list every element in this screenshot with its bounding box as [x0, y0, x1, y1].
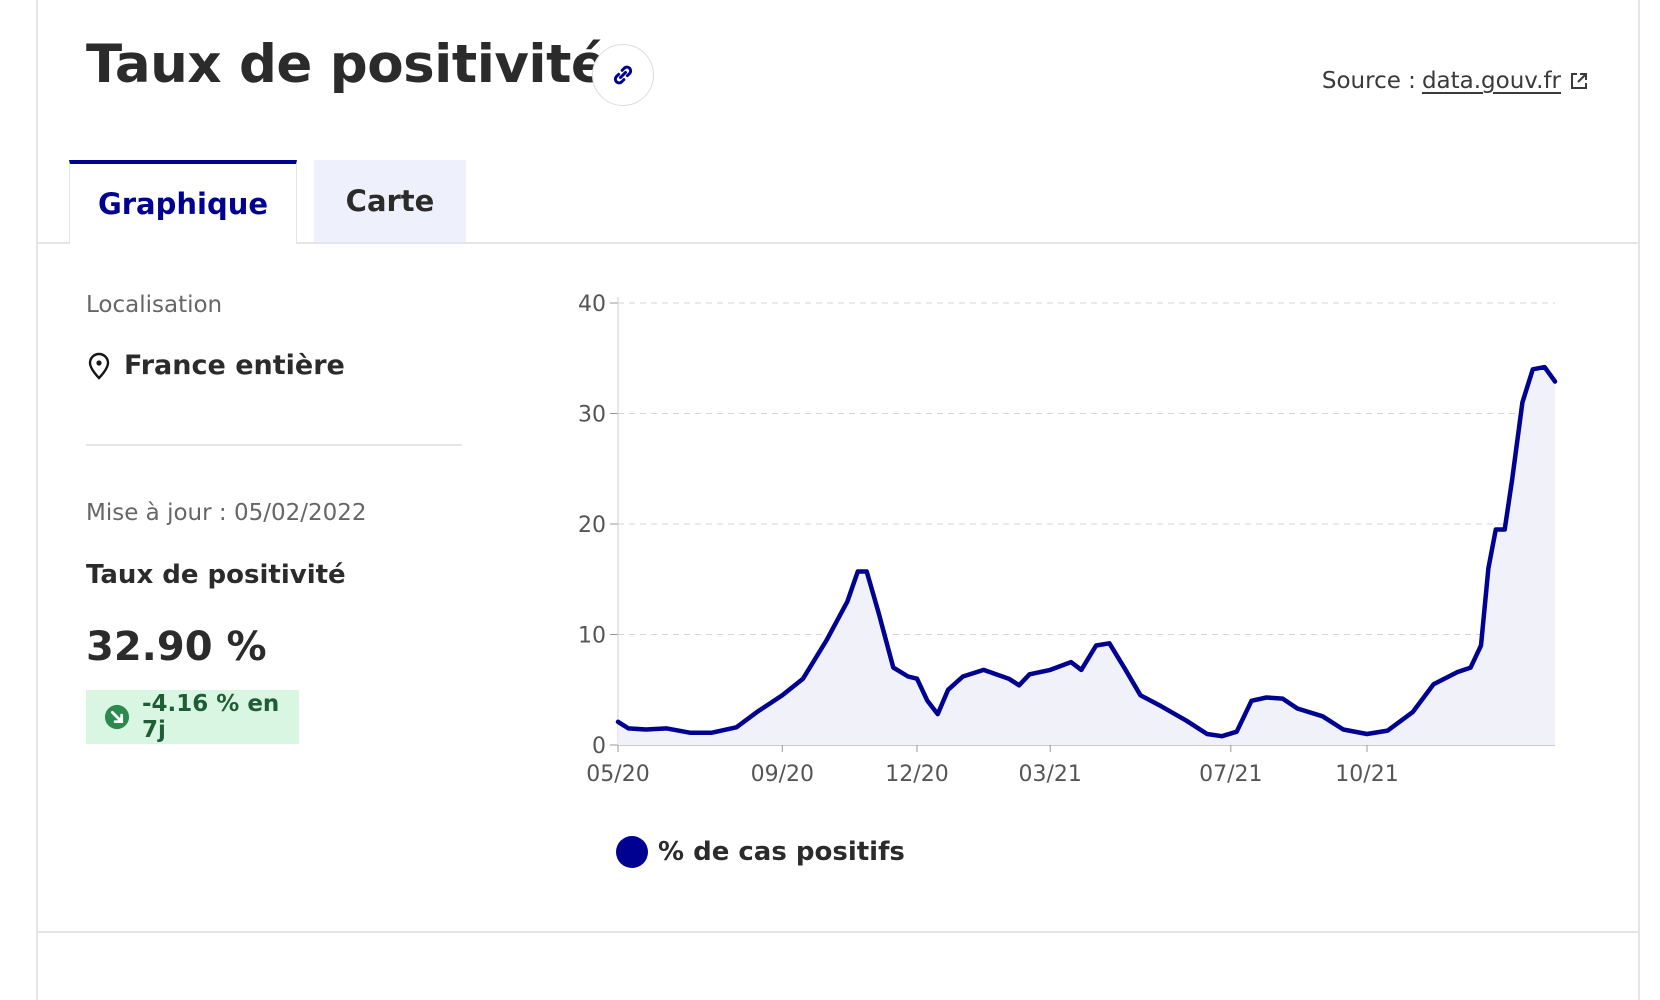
x-tick-label: 03/21 — [1019, 762, 1082, 787]
page-title: Taux de positivité — [86, 34, 607, 95]
indicator-card — [36, 0, 1640, 1000]
trend-badge: -4.16 % en 7j — [86, 690, 299, 744]
x-tick-label: 10/21 — [1335, 762, 1398, 787]
localisation-value: France entière — [124, 350, 345, 381]
y-tick-label: 20 — [578, 513, 606, 538]
card-bottom-divider — [38, 931, 1640, 933]
x-tick-label: 09/20 — [751, 762, 814, 787]
tab-graphique[interactable]: Graphique — [69, 160, 297, 244]
link-icon — [613, 65, 633, 85]
x-tick-label: 07/21 — [1199, 762, 1262, 787]
external-link-icon — [1571, 73, 1587, 89]
trend-label: -4.16 % en 7j — [141, 691, 280, 743]
positivity-chart: 0 10 20 30 40 05/20 09/20 12/20 03/21 07/21 10/21 — [578, 292, 1558, 787]
tab-carte[interactable]: Carte — [314, 160, 466, 242]
source-link[interactable]: data.gouv.fr — [1422, 68, 1589, 94]
sidebar-divider — [86, 444, 462, 446]
series-line — [615, 364, 1558, 739]
series-area — [618, 367, 1555, 745]
arrow-down-right-circle-icon — [104, 704, 130, 730]
indicator-value: 32.90 % — [86, 624, 267, 670]
y-tick-label: 30 — [578, 403, 606, 428]
x-tick-label: 12/20 — [885, 762, 948, 787]
source-link-label: data.gouv.fr — [1421, 68, 1561, 94]
map-pin-icon — [88, 352, 110, 380]
y-tick-label: 40 — [578, 292, 606, 317]
indicator-label: Taux de positivité — [86, 560, 346, 590]
source-prefix: Source : — [1321, 68, 1416, 94]
localisation-selector[interactable]: France entière — [86, 350, 345, 381]
source-info: Source : data.gouv.fr — [1322, 68, 1589, 94]
x-tick-label: 05/20 — [586, 762, 649, 787]
y-tick-label: 0 — [592, 734, 606, 759]
update-date: Mise à jour : 05/02/2022 — [86, 500, 367, 526]
chart-legend: % de cas positifs — [616, 836, 905, 868]
copy-link-button[interactable] — [592, 44, 654, 106]
localisation-label: Localisation — [86, 292, 223, 318]
tab-divider — [38, 242, 1640, 244]
y-tick-label: 10 — [578, 624, 606, 649]
legend-marker — [616, 836, 648, 868]
legend-label: % de cas positifs — [658, 837, 905, 867]
